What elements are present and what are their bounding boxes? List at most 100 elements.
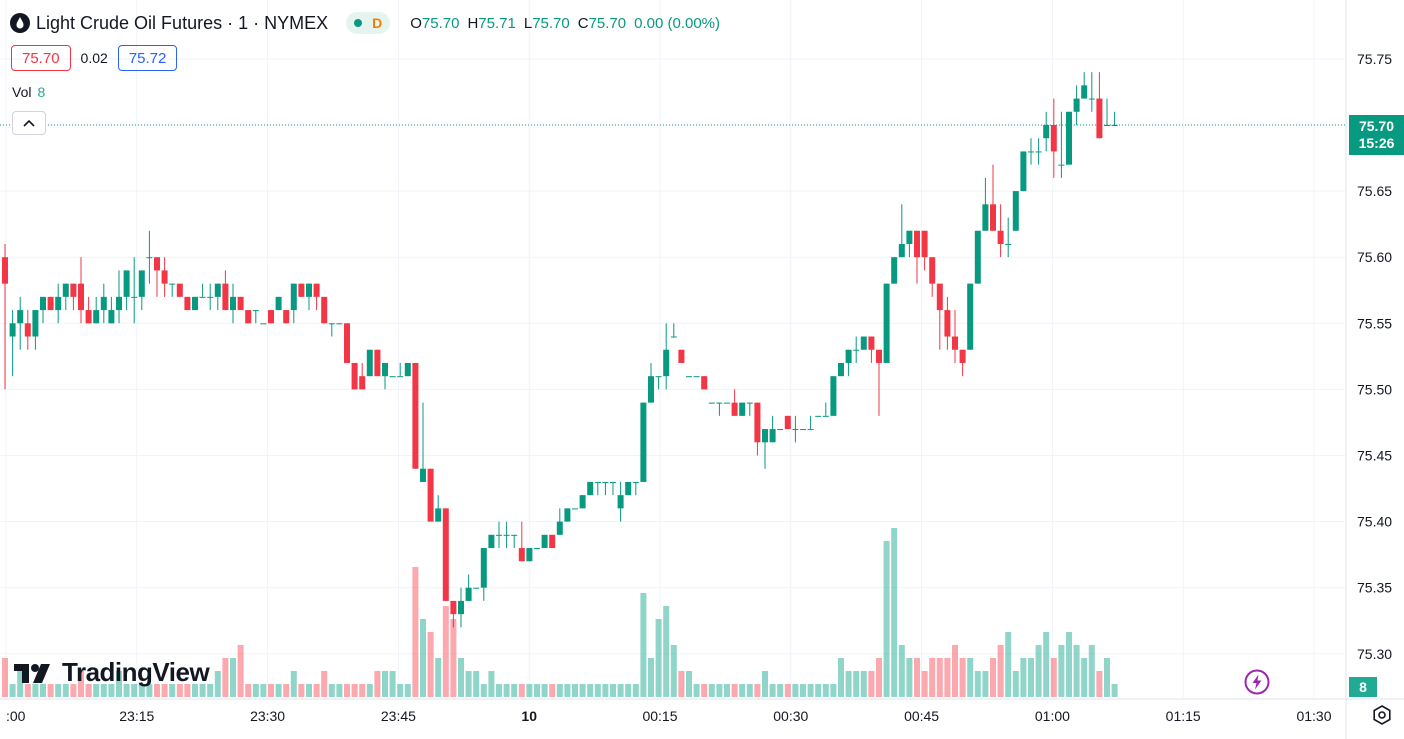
volume-bar bbox=[777, 684, 784, 697]
volume-bar bbox=[450, 619, 457, 697]
candle bbox=[2, 243, 8, 390]
symbol-title[interactable]: Light Crude Oil Futures · 1 · NYMEX bbox=[36, 12, 329, 33]
candle-body bbox=[784, 415, 791, 430]
candle bbox=[306, 283, 312, 311]
candle bbox=[526, 548, 533, 562]
volume-bar bbox=[708, 684, 715, 697]
candle bbox=[648, 362, 654, 403]
volume-bar bbox=[306, 684, 312, 697]
candle-body bbox=[967, 283, 974, 350]
volume-bar bbox=[868, 671, 875, 697]
candle bbox=[496, 521, 502, 549]
candle-body bbox=[541, 534, 548, 549]
candle-body bbox=[1043, 125, 1050, 139]
time-tick-1: 23:15 bbox=[119, 708, 154, 724]
candle bbox=[442, 508, 449, 601]
candle bbox=[686, 376, 692, 378]
volume-bar bbox=[70, 684, 77, 697]
candle-body bbox=[382, 362, 388, 377]
time-tick-8: 01:00 bbox=[1035, 708, 1070, 724]
volume-bar bbox=[404, 684, 411, 697]
candle bbox=[868, 336, 875, 363]
candle-body bbox=[997, 230, 1004, 244]
candle-body bbox=[1088, 98, 1095, 100]
candle-body bbox=[944, 310, 951, 337]
candle-body bbox=[602, 481, 609, 483]
candle-body bbox=[716, 402, 723, 404]
volume-bar bbox=[822, 684, 829, 697]
ohlc-values: O 75.70 H 75.71 L 75.70 C 75.70 0.00 (0.00%) bbox=[410, 15, 728, 32]
volume-bar bbox=[716, 684, 723, 697]
candle-body bbox=[412, 362, 419, 469]
candle bbox=[245, 310, 252, 324]
candle-body bbox=[70, 283, 77, 297]
candle bbox=[1028, 138, 1034, 165]
candle bbox=[876, 349, 882, 416]
candle-body bbox=[435, 508, 442, 522]
volume-bar bbox=[442, 606, 449, 697]
market-status-badge[interactable]: D bbox=[346, 12, 391, 34]
volume-bar bbox=[366, 684, 373, 697]
candle-body bbox=[47, 296, 54, 311]
candle bbox=[769, 415, 776, 443]
volume-bar bbox=[952, 645, 958, 697]
candle-body bbox=[374, 349, 381, 377]
volume-bar bbox=[458, 658, 464, 697]
volume-bar bbox=[473, 671, 480, 697]
volume-bar bbox=[860, 671, 867, 697]
tradingview-logo[interactable]: TradingView bbox=[14, 657, 210, 688]
candle bbox=[1012, 191, 1019, 231]
volume-bar bbox=[564, 684, 571, 697]
candle-body bbox=[336, 323, 343, 325]
volume-bar bbox=[982, 671, 989, 697]
volume-bar bbox=[260, 684, 267, 697]
candle-body bbox=[1096, 98, 1103, 139]
candle bbox=[473, 587, 480, 589]
open-label: O bbox=[410, 14, 422, 32]
volume-bar bbox=[62, 684, 69, 697]
volume-bar bbox=[815, 684, 822, 697]
volume-bar bbox=[420, 619, 426, 697]
candle-body bbox=[138, 270, 145, 297]
volume-bar bbox=[237, 645, 244, 697]
candle bbox=[815, 415, 822, 417]
candle bbox=[252, 310, 259, 324]
candle-body bbox=[230, 296, 236, 311]
buy-price-button[interactable]: 75.72 bbox=[117, 45, 178, 71]
volume-bar bbox=[784, 684, 791, 697]
candle bbox=[9, 310, 16, 377]
candle bbox=[587, 481, 594, 496]
volume-bar bbox=[579, 684, 586, 697]
candle-body bbox=[40, 296, 46, 311]
volume-bar bbox=[929, 658, 936, 697]
gear-icon[interactable] bbox=[1371, 704, 1393, 726]
candle-body bbox=[93, 310, 100, 324]
volume-bar bbox=[488, 671, 495, 697]
time-tick-9: 01:15 bbox=[1166, 708, 1201, 724]
candle-body bbox=[245, 310, 252, 324]
candle-body bbox=[701, 376, 708, 390]
volume-bar bbox=[670, 645, 677, 697]
chart-grid bbox=[0, 0, 1345, 698]
time-tick-6: 00:30 bbox=[773, 708, 808, 724]
candle bbox=[762, 429, 768, 469]
candle bbox=[921, 230, 928, 271]
volume-bar bbox=[138, 684, 145, 697]
candle-body bbox=[260, 323, 267, 325]
price-tick-2: 75.40 bbox=[1357, 514, 1392, 530]
volume-bar bbox=[374, 671, 381, 697]
time-tick-5: 00:15 bbox=[642, 708, 677, 724]
lightning-icon[interactable] bbox=[1244, 669, 1270, 695]
candle-body bbox=[442, 508, 449, 601]
volume-bar bbox=[389, 671, 396, 697]
volume-bar bbox=[252, 684, 259, 697]
volume-bar bbox=[883, 541, 890, 697]
candle-body bbox=[587, 481, 594, 496]
candle-body bbox=[344, 323, 350, 363]
candle bbox=[655, 376, 662, 390]
sell-price-button[interactable]: 75.70 bbox=[11, 45, 71, 71]
candle-body bbox=[306, 283, 312, 297]
collapse-legend-button[interactable] bbox=[12, 111, 46, 135]
